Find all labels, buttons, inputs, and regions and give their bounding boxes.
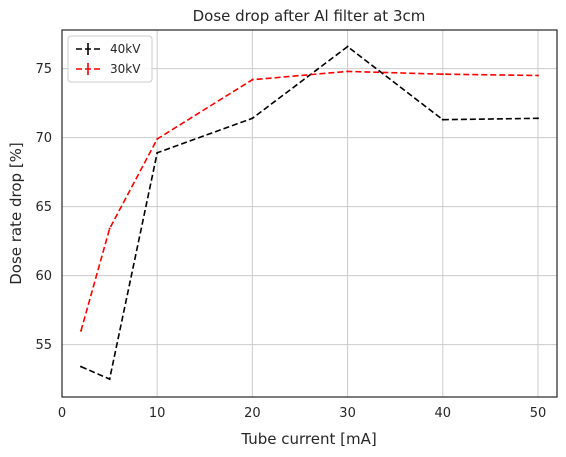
y-axis-label: Dose rate drop [%] [7,142,25,285]
y-tick-label: 60 [35,269,52,284]
x-tick-label: 0 [58,406,66,421]
data-point-40kV [109,378,111,380]
x-axis-label: Tube current [mA] [240,430,376,448]
data-point-40kV [537,117,539,119]
chart-title: Dose drop after Al filter at 3cm [193,7,426,25]
data-point-30kV [347,70,349,72]
y-tick-label: 65 [35,200,52,215]
legend-label: 30kV [110,62,141,76]
legend: 40kV 30kV [68,36,152,82]
data-point-30kV [80,330,82,332]
legend-label: 40kV [110,42,141,56]
y-tick-label: 75 [35,62,52,77]
y-tick-label: 70 [35,131,52,146]
x-tick-label: 40 [434,406,451,421]
x-tick-label: 20 [244,406,261,421]
data-point-30kV [537,75,539,77]
data-point-40kV [251,117,253,119]
data-point-40kV [80,366,82,368]
data-point-30kV [156,138,158,140]
data-point-40kV [156,152,158,154]
data-point-30kV [251,79,253,81]
x-tick-label: 30 [339,406,356,421]
x-tick-label: 10 [149,406,166,421]
data-point-40kV [347,46,349,48]
data-point-40kV [442,119,444,121]
y-tick-label: 55 [35,338,52,353]
data-point-30kV [109,228,111,230]
data-point-30kV [442,73,444,75]
x-tick-label: 50 [530,406,547,421]
